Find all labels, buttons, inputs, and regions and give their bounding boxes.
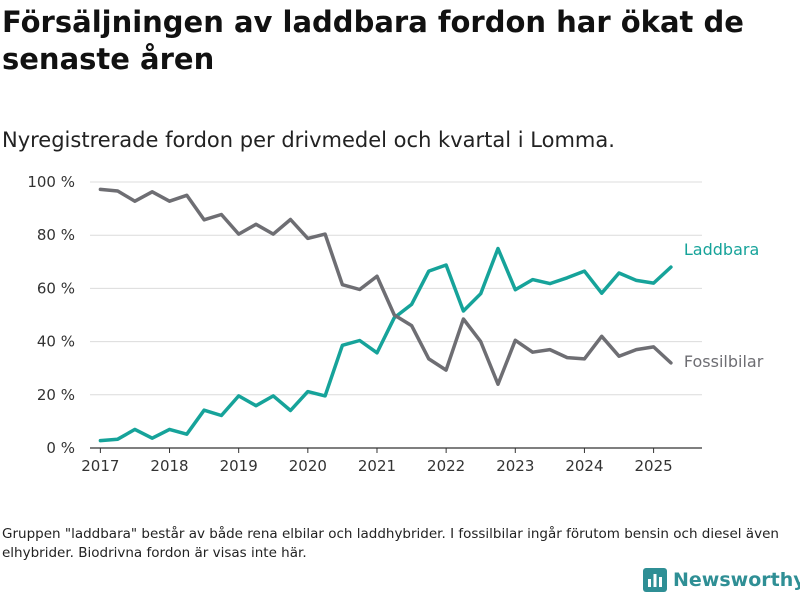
- x-tick-label: 2024: [565, 457, 603, 475]
- x-tick-label: 2018: [150, 457, 188, 475]
- y-axis-ticks: 0 % 20 % 40 % 60 % 80 % 100 %: [27, 173, 75, 457]
- newsworthy-logo-icon: [643, 568, 667, 592]
- chart-title: Försäljningen av laddbara fordon har öka…: [2, 5, 744, 76]
- series-lines: [98, 187, 673, 443]
- y-tick-label: 60 %: [37, 279, 75, 297]
- y-tick-label: 20 %: [37, 386, 75, 404]
- chart-subtitle: Nyregistrerade fordon per drivmedel och …: [2, 128, 615, 152]
- series-line-laddbara: [98, 246, 673, 443]
- x-tick-label: 2022: [427, 457, 465, 475]
- x-axis: 2017 2018 2019 2020 2021 2022 2023 2024 2025: [81, 447, 702, 475]
- x-tick-label: 2017: [81, 457, 119, 475]
- brand-name: Newsworthy: [673, 569, 800, 591]
- x-tick-label: 2019: [220, 457, 258, 475]
- y-tick-label: 80 %: [37, 226, 75, 244]
- x-tick-label: 2021: [358, 457, 396, 475]
- line-chart: 0 % 20 % 40 % 60 % 80 % 100 % 2017 2018 2019 202…: [27, 173, 764, 475]
- x-tick-label: 2020: [289, 457, 327, 475]
- y-tick-label: 40 %: [37, 333, 75, 351]
- x-tick-label: 2023: [496, 457, 534, 475]
- y-tick-label: 0 %: [46, 439, 75, 457]
- chart-footnote: Gruppen "laddbara" består av både rena e…: [2, 526, 779, 561]
- brand: Newsworthy: [643, 568, 800, 592]
- series-label-fossilbilar: Fossilbilar: [684, 352, 764, 371]
- y-tick-label: 100 %: [27, 173, 75, 191]
- series-label-laddbara: Laddbara: [684, 240, 759, 259]
- series-line-fossilbilar: [98, 187, 673, 386]
- series-labels: Laddbara Fossilbilar: [684, 240, 764, 371]
- x-tick-label: 2025: [634, 457, 672, 475]
